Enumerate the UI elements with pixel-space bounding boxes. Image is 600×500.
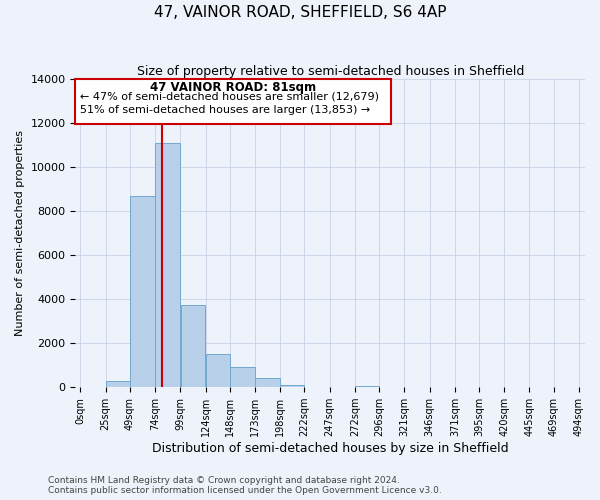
Bar — [255, 378, 280, 387]
Y-axis label: Number of semi-detached properties: Number of semi-detached properties — [15, 130, 25, 336]
Bar — [355, 386, 379, 387]
Text: ← 47% of semi-detached houses are smaller (12,679): ← 47% of semi-detached houses are smalle… — [80, 92, 379, 102]
Text: 47, VAINOR ROAD, SHEFFIELD, S6 4AP: 47, VAINOR ROAD, SHEFFIELD, S6 4AP — [154, 5, 446, 20]
Bar — [181, 304, 205, 387]
FancyBboxPatch shape — [76, 79, 391, 124]
Bar — [155, 143, 180, 387]
Bar — [280, 385, 304, 387]
Bar — [206, 354, 230, 387]
X-axis label: Distribution of semi-detached houses by size in Sheffield: Distribution of semi-detached houses by … — [152, 442, 509, 455]
Bar — [230, 368, 255, 387]
Text: Contains HM Land Registry data © Crown copyright and database right 2024.
Contai: Contains HM Land Registry data © Crown c… — [48, 476, 442, 495]
Bar — [130, 196, 155, 387]
Bar — [106, 380, 130, 387]
Title: Size of property relative to semi-detached houses in Sheffield: Size of property relative to semi-detach… — [137, 65, 524, 78]
Text: 51% of semi-detached houses are larger (13,853) →: 51% of semi-detached houses are larger (… — [80, 106, 371, 116]
Text: 47 VAINOR ROAD: 81sqm: 47 VAINOR ROAD: 81sqm — [151, 82, 316, 94]
